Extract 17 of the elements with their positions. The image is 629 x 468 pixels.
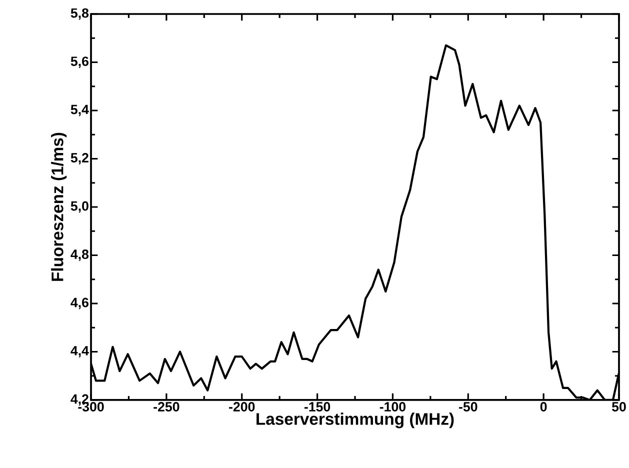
- y-axis-title: Fluoreszenz (1/ms): [51, 132, 67, 281]
- y-tick-label: 5,8: [70, 8, 89, 20]
- x-tick-label: -100: [380, 402, 406, 412]
- x-tick-label: 0: [540, 402, 547, 412]
- y-tick-label: 4,6: [70, 298, 88, 310]
- x-tick-label: 50: [612, 402, 626, 412]
- x-tick-label: -250: [154, 402, 180, 412]
- y-tick-label: 5,4: [70, 104, 89, 116]
- x-tick-label: -200: [229, 402, 255, 412]
- y-tick-label: 5,6: [70, 56, 88, 68]
- x-tick-label: -50: [459, 402, 478, 412]
- y-tick-label: 4,4: [70, 346, 89, 358]
- y-tick-label: 4,8: [70, 250, 89, 261]
- y-tick-label: 5,2: [70, 153, 88, 164]
- y-tick-label: 5,0: [70, 201, 88, 213]
- x-axis-title: Laserverstimmung (MHz): [256, 412, 454, 428]
- x-tick-label: -150: [304, 402, 330, 412]
